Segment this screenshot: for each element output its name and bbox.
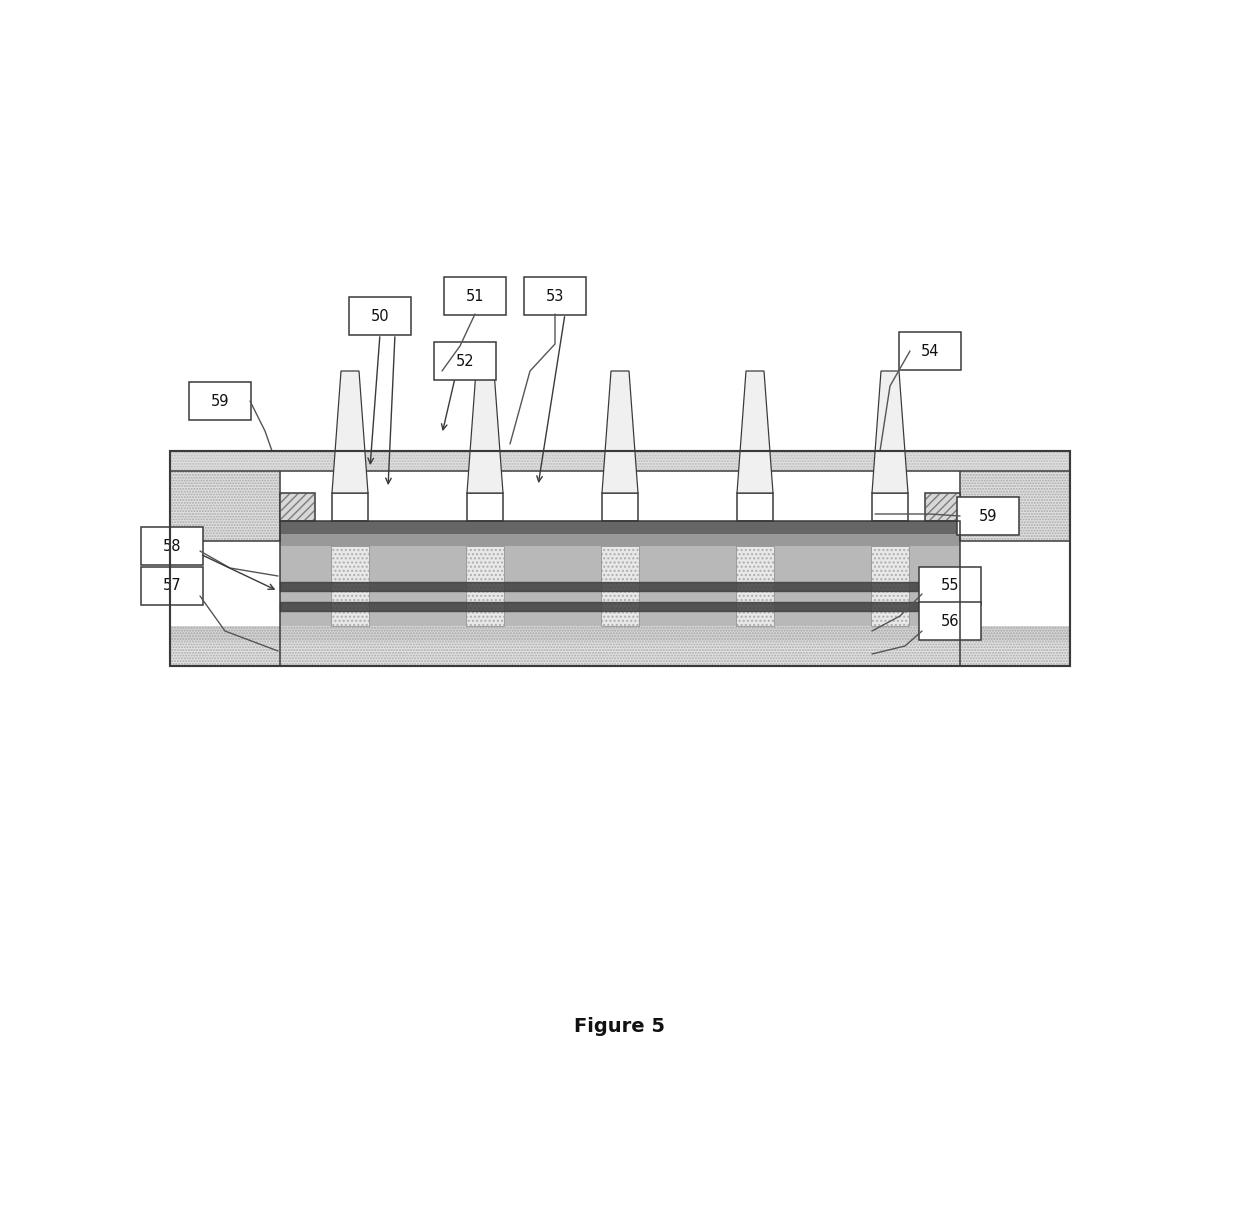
Bar [331,546,370,626]
FancyBboxPatch shape [957,497,1019,535]
Bar [466,546,503,626]
Bar [280,535,960,546]
Bar [170,626,1070,641]
Bar [170,451,280,541]
Polygon shape [601,371,639,493]
Bar [280,493,315,521]
Text: 56: 56 [941,613,960,629]
Text: 51: 51 [466,288,485,304]
Bar [960,451,1070,541]
Bar [467,493,503,521]
FancyBboxPatch shape [348,297,410,335]
Bar [280,493,315,521]
Text: 55: 55 [941,579,960,593]
Text: 59: 59 [211,394,229,408]
Text: 57: 57 [162,579,181,593]
Bar [280,521,960,535]
Bar [170,641,1070,666]
Text: 50: 50 [371,309,389,324]
Bar [925,493,960,521]
Text: 59: 59 [978,509,997,524]
Bar [870,546,909,626]
Bar [601,546,639,626]
Text: 54: 54 [921,343,939,358]
FancyBboxPatch shape [919,566,981,604]
FancyBboxPatch shape [188,383,250,421]
Bar [170,641,1070,666]
Bar [170,451,1070,471]
Polygon shape [737,371,773,493]
Text: 53: 53 [546,288,564,304]
Bar [737,546,774,626]
FancyBboxPatch shape [141,527,203,565]
Bar [466,546,503,626]
Bar [170,451,1070,471]
Bar [872,493,908,521]
Bar [170,626,1070,641]
Bar [601,493,639,521]
Bar [960,451,1070,541]
Bar [170,451,1070,666]
Text: Figure 5: Figure 5 [574,1016,666,1036]
Bar [737,493,773,521]
Text: 58: 58 [162,538,181,553]
FancyBboxPatch shape [444,277,506,315]
Bar [280,521,960,666]
Text: 52: 52 [455,353,475,369]
FancyBboxPatch shape [434,342,496,380]
Bar [280,546,960,626]
Bar [870,546,909,626]
FancyBboxPatch shape [141,566,203,604]
Bar [925,493,960,521]
Bar [601,546,639,626]
FancyBboxPatch shape [899,332,961,370]
Bar [332,493,368,521]
Bar [737,546,774,626]
Polygon shape [332,371,368,493]
Bar [331,546,370,626]
FancyBboxPatch shape [525,277,587,315]
Polygon shape [872,371,908,493]
Bar [170,451,280,541]
Polygon shape [467,371,503,493]
FancyBboxPatch shape [919,602,981,640]
